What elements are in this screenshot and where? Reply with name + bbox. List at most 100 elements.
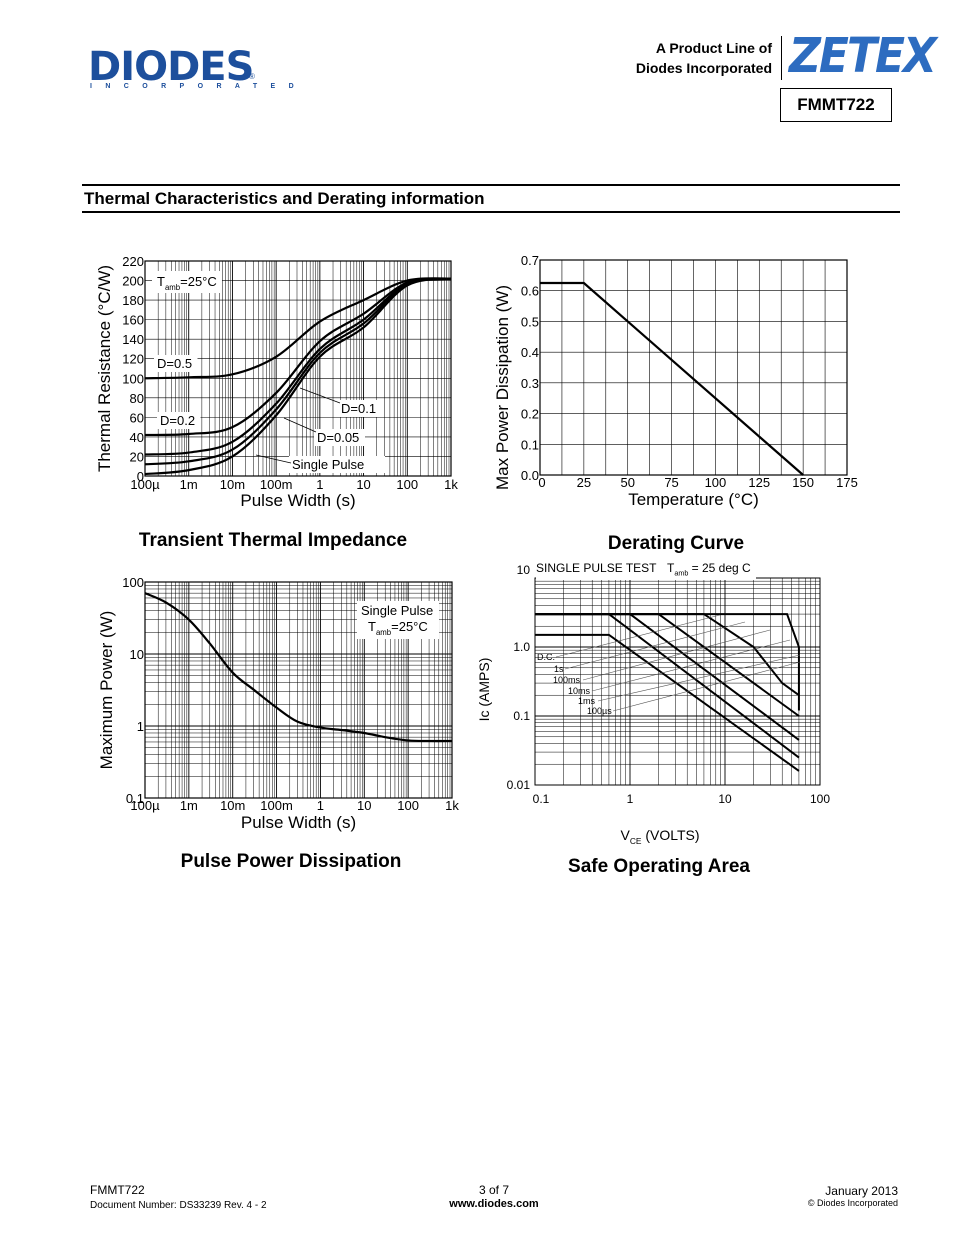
y-tick-label: 1.0 — [513, 640, 530, 654]
x-tick-label: 100µ — [130, 798, 160, 813]
product-line-1: A Product Line of — [655, 40, 772, 56]
leader-line — [597, 654, 801, 702]
series-line — [144, 277, 452, 380]
series-label: 1ms — [578, 696, 596, 706]
chart-title: Pulse Power Dissipation — [181, 851, 402, 872]
series-line — [144, 277, 452, 476]
y-tick-label: 0.2 — [521, 407, 539, 422]
section-title: Thermal Characteristics and Derating inf… — [84, 189, 485, 208]
footer-date: January 2013 — [825, 1184, 898, 1198]
x-tick-label: 10m — [220, 477, 245, 492]
diodes-logo: DIODES — [88, 44, 254, 90]
y-tick-label: 120 — [122, 352, 144, 367]
series-label: 10ms — [568, 686, 591, 696]
footer-website[interactable]: www.diodes.com — [449, 1198, 539, 1210]
chart-title: Derating Curve — [608, 533, 744, 554]
y-axis-label: Thermal Resistance (°C/W) — [95, 265, 114, 472]
part-number-box: FMMT722 — [780, 88, 892, 122]
leader-line — [582, 629, 771, 681]
label-bg — [357, 601, 439, 639]
x-tick-label: 1k — [444, 477, 458, 492]
condition-label: Tamb=25°C — [157, 274, 217, 292]
footer-doc-number: Document Number: DS33239 Rev. 4 - 2 — [90, 1200, 267, 1211]
plot-frame — [144, 581, 453, 799]
condition-label: Single Pulse — [361, 603, 433, 618]
leader-line — [591, 639, 791, 692]
y-tick-label: 0.1 — [126, 791, 144, 806]
y-axis-label: Max Power Dissipation (W) — [493, 285, 512, 490]
label-bg — [157, 412, 201, 429]
x-tick-label: 100 — [397, 798, 419, 813]
plot-frame — [144, 260, 452, 477]
pulse-power-hgrid — [145, 585, 452, 799]
x-tick-label: 100µ — [130, 477, 160, 492]
leader-line — [555, 614, 721, 658]
series-line — [144, 592, 453, 743]
y-tick-label: 140 — [122, 332, 144, 347]
y-tick-label: 60 — [130, 410, 144, 425]
footer-copyright: © Diodes Incorporated — [807, 1198, 898, 1208]
header-divider — [781, 36, 782, 80]
y-axis-label: Maximum Power (W) — [97, 611, 116, 770]
series-label: 100µs — [587, 706, 612, 716]
y-tick-label: 0.6 — [521, 284, 539, 299]
footer-page: 3 of 7 — [478, 1183, 510, 1197]
series-line — [540, 281, 804, 476]
y-tick-label: 0.1 — [513, 709, 530, 723]
series-label: D=0.5 — [157, 356, 192, 371]
y-tick-label: 0.3 — [521, 376, 539, 391]
x-tick-label: 25 — [577, 475, 591, 490]
label-bg — [536, 564, 756, 580]
y-tick-label: 10 — [130, 647, 144, 662]
series-label: 100ms — [553, 675, 581, 685]
plot-frame — [539, 259, 848, 476]
x-axis-label: VCE (VOLTS) — [620, 827, 699, 846]
x-tick-label: 1 — [627, 792, 634, 806]
series-label: D.C. — [537, 652, 555, 662]
y-tick-label: 100 — [122, 371, 144, 386]
soa-condition: Tamb = 25 deg C — [667, 561, 751, 578]
y-tick-label: 80 — [130, 391, 144, 406]
y-tick-label: 40 — [130, 430, 144, 445]
label-bg — [338, 400, 382, 417]
x-tick-label: 100 — [705, 475, 727, 490]
x-tick-label: 1k — [445, 798, 459, 813]
label-bg — [152, 271, 222, 293]
x-tick-label: 50 — [620, 475, 634, 490]
x-tick-label: 10 — [357, 798, 371, 813]
x-axis-label: Temperature (°C) — [628, 490, 759, 509]
series-label: D=0.2 — [160, 413, 195, 428]
series-line — [144, 277, 452, 437]
chart-title: Transient Thermal Impedance — [139, 530, 407, 551]
series-label: D=0.1 — [341, 401, 376, 416]
leader-line — [255, 454, 292, 464]
chart-title: Safe Operating Area — [568, 856, 750, 877]
leader-line — [612, 661, 801, 712]
y-tick-label: 100 — [122, 575, 144, 590]
label-bg — [289, 456, 385, 473]
y-tick-label: 10 — [517, 563, 531, 577]
soa-header: SINGLE PULSE TEST — [536, 561, 657, 575]
x-tick-label: 1m — [180, 477, 198, 492]
x-tick-label: 0.1 — [533, 792, 550, 806]
x-axis-label: Pulse Width (s) — [241, 813, 356, 832]
y-tick-label: 180 — [122, 293, 144, 308]
x-tick-label: 1 — [316, 477, 323, 492]
x-tick-label: 75 — [664, 475, 678, 490]
x-tick-label: 10 — [718, 792, 732, 806]
x-tick-label: 1 — [317, 798, 324, 813]
x-tick-label: 100 — [396, 477, 418, 492]
y-tick-label: 0.1 — [521, 437, 539, 452]
series-label: 1s — [554, 664, 564, 674]
y-tick-label: 0.5 — [521, 314, 539, 329]
x-tick-label: 100m — [260, 798, 293, 813]
series-line — [535, 633, 800, 772]
diodes-logo-subtext: INCORPORATED — [90, 83, 308, 90]
y-tick-label: 1 — [137, 719, 144, 734]
x-tick-label: 100m — [260, 477, 293, 492]
zetex-logo: ZETEX — [789, 28, 937, 85]
x-axis-label: Pulse Width (s) — [240, 491, 355, 510]
y-tick-label: 0 — [137, 469, 144, 484]
x-tick-label: 0 — [538, 475, 545, 490]
